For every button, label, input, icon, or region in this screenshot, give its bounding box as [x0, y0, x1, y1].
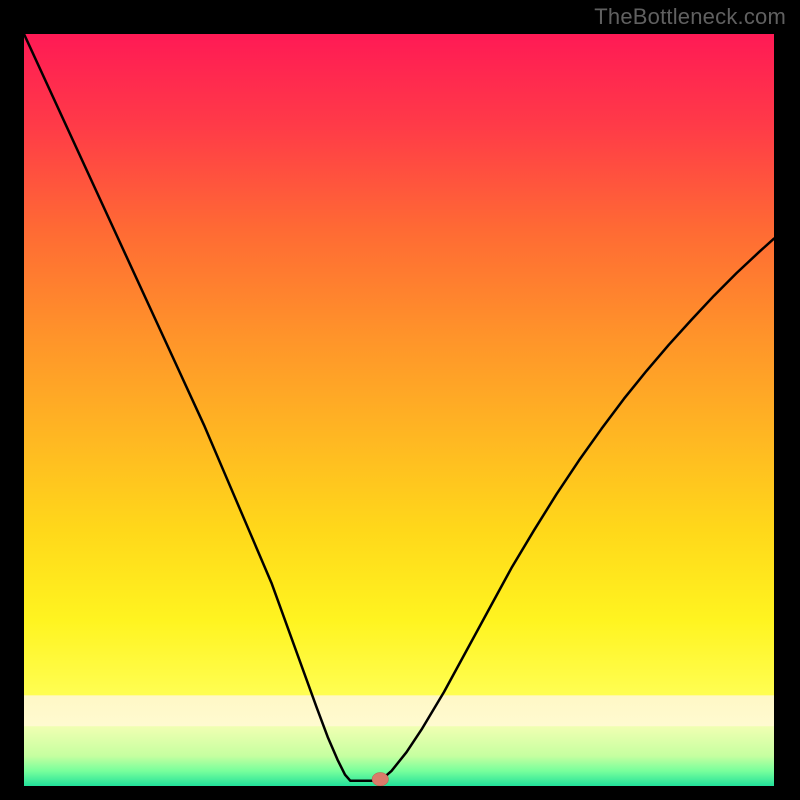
bottleneck-curve-chart [24, 34, 774, 786]
plot-frame [24, 34, 774, 786]
watermark-text: TheBottleneck.com [594, 4, 786, 30]
optimal-point-marker [372, 772, 389, 786]
chart-background [24, 34, 774, 786]
